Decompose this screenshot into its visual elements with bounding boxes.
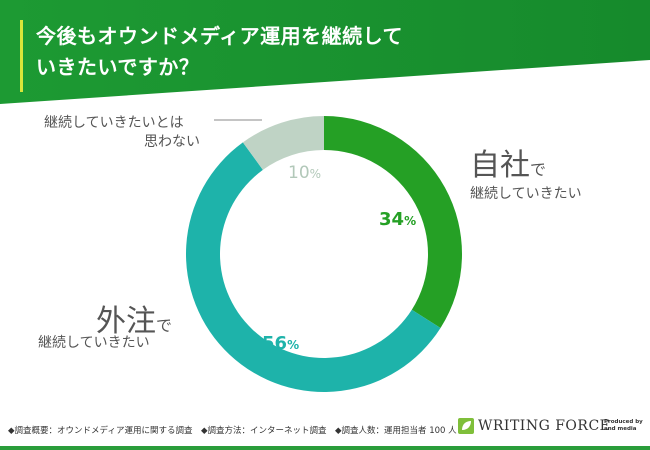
bottom-rule [0, 446, 650, 450]
chart-title-line-1: 今後もオウンドメディア運用を継続して [36, 24, 403, 48]
pct-outsource: 56% [262, 333, 299, 354]
label-inhouse-main: 自社 [470, 148, 530, 183]
label-inhouse-sub: 継続していきたい [470, 186, 582, 202]
pct-inhouse: 34% [379, 209, 416, 230]
pct-no-value: 10 [288, 163, 310, 183]
pct-outsource-unit: % [287, 338, 300, 352]
header-banner [0, 0, 650, 104]
banner-shape [0, 0, 650, 104]
pct-inhouse-value: 34 [379, 209, 405, 230]
label-outsource-sub: 継続していきたい [38, 335, 150, 351]
label-inhouse-de: で [530, 160, 547, 179]
produced-by: Produced by and media [604, 419, 643, 433]
pct-no-unit: % [309, 167, 322, 181]
chart-title-line-2: いきたいですか？ [36, 55, 200, 79]
writing-force-logo: WRITING FORCE [458, 418, 610, 434]
title-accent-bar [20, 20, 23, 92]
pct-no: 10% [288, 163, 321, 183]
label-outsource: 外注で [96, 296, 172, 340]
produced-by-org: and media [604, 426, 637, 432]
label-no-line-1: 継続していきたいとは [44, 115, 184, 131]
pct-outsource-value: 56 [262, 333, 288, 354]
label-no-line-2: 思わない [144, 134, 200, 150]
label-inhouse: 自社で [470, 140, 546, 184]
label-outsource-de: で [156, 316, 173, 335]
label-outsource-main: 外注 [96, 304, 156, 339]
leaf-logo-icon [458, 418, 474, 434]
donut-slice-1 [324, 116, 462, 328]
donut-slice-3 [242, 116, 324, 170]
pct-inhouse-unit: % [404, 214, 417, 228]
donut-slice-2 [185, 142, 441, 393]
survey-note: ◆調査概要：オウンドメディア運用に関する調査 ◆調査方法：インターネット調査 ◆… [8, 426, 457, 436]
logo-text: WRITING FORCE [478, 418, 611, 434]
produced-by-label: Produced by [604, 419, 643, 425]
